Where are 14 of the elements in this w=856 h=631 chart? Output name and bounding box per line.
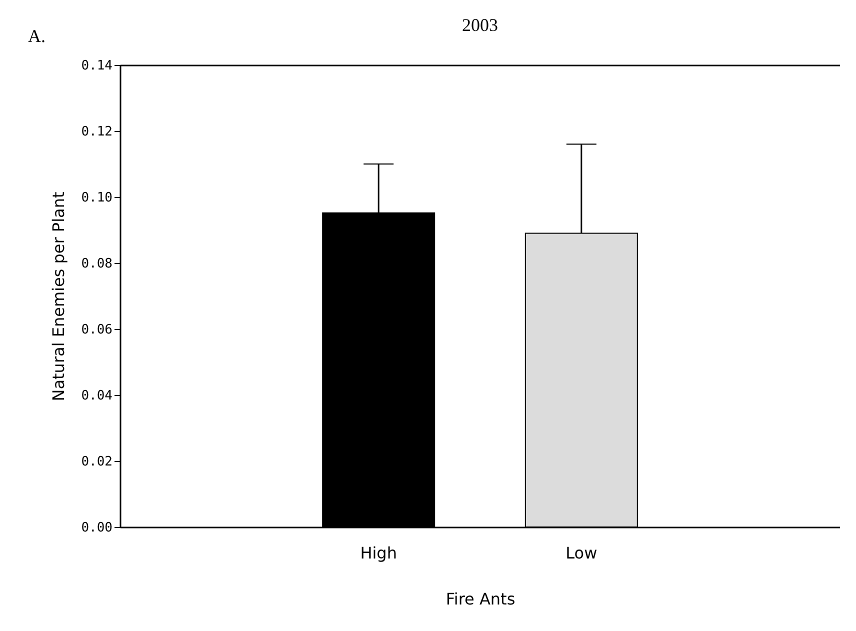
y-tick-label: 0.12 (81, 124, 112, 140)
y-tick-label: 0.02 (81, 454, 112, 470)
chart-title: 2003 (462, 15, 498, 35)
y-tick-label: 0.00 (81, 520, 112, 536)
text: A. (28, 26, 46, 47)
y-tick-label: 0.08 (81, 256, 112, 272)
x-axis-title: Fire Ants (446, 590, 516, 608)
y-tick-label: 0.04 (81, 388, 113, 404)
x-tick-label: High (360, 544, 397, 562)
y-tick-label: 0.14 (81, 58, 113, 74)
x-tick-label: Low (566, 544, 598, 562)
y-tick-label: 0.06 (81, 322, 112, 338)
y-tick-label: 0.10 (81, 190, 112, 206)
y-axis-title: Natural Enemies per Plant (49, 192, 68, 402)
